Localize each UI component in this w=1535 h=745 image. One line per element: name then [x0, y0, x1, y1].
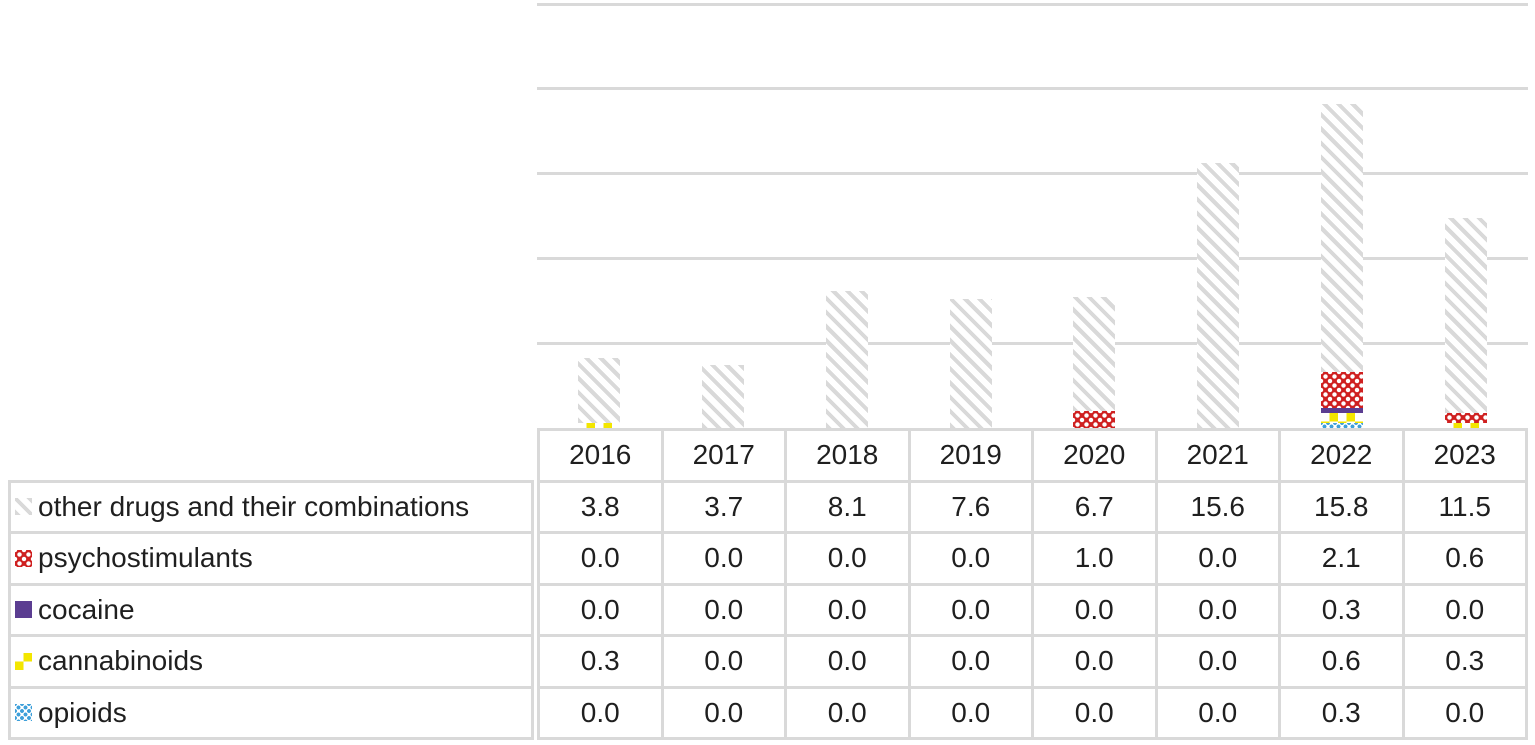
year-header-cell: 2018	[787, 431, 908, 480]
value-cell-2020: 0.0	[1034, 585, 1155, 634]
year-header-cell: 2019	[910, 431, 1031, 480]
legend-row-label: opioids	[11, 688, 531, 737]
bar-2022	[1321, 104, 1364, 428]
blue-dots-swatch-icon	[15, 704, 32, 722]
value-cell-2022: 0.3	[1281, 585, 1402, 634]
bar-segment-other	[1073, 297, 1116, 412]
plot-area	[537, 0, 1528, 428]
value-cell-2022: 15.8	[1281, 482, 1402, 531]
gridline	[537, 341, 1528, 345]
value-cell-2016: 3.8	[540, 482, 661, 531]
legend-label-text: other drugs and their combinations	[38, 490, 470, 522]
value-cell-2023: 11.5	[1404, 482, 1525, 531]
diagonal-stripe-swatch-icon	[15, 498, 32, 516]
value-cell-2018: 0.0	[787, 585, 908, 634]
gridline	[537, 2, 1528, 6]
year-header-cell: 2016	[540, 431, 661, 480]
value-cell-2023: 0.0	[1404, 688, 1525, 737]
value-cell-2018: 8.1	[787, 482, 908, 531]
value-cell-2016: 0.0	[540, 688, 661, 737]
legend-row-label: other drugs and their combinations	[11, 482, 531, 531]
bar-segment-psychostimulants	[1321, 372, 1364, 408]
purple-solid-swatch-icon	[15, 601, 32, 619]
value-cell-2018: 0.0	[787, 534, 908, 583]
bar-2020	[1073, 297, 1116, 428]
value-cell-2016: 0.3	[540, 637, 661, 686]
gridline	[537, 172, 1528, 176]
value-cell-2023: 0.6	[1404, 534, 1525, 583]
value-cell-2019: 0.0	[910, 534, 1031, 583]
value-cell-2017: 0.0	[663, 534, 784, 583]
data-table-values-grid: 2016 2017 2018 2019 2020 2021 2022 2023 3.8 3.7 8.…	[537, 428, 1528, 740]
value-cell-2018: 0.0	[787, 688, 908, 737]
value-cell-2021: 0.0	[1157, 637, 1278, 686]
legend-row-label: psychostimulants	[11, 534, 531, 583]
value-cell-2017: 0.0	[663, 585, 784, 634]
value-cell-2023: 0.0	[1404, 585, 1525, 634]
value-cell-2021: 0.0	[1157, 688, 1278, 737]
value-cell-2019: 7.6	[910, 482, 1031, 531]
year-header-cell: 2021	[1157, 431, 1278, 480]
value-cell-2020: 0.0	[1034, 637, 1155, 686]
bar-segment-cannabinoids	[1445, 422, 1488, 428]
bar-segment-other	[701, 365, 744, 428]
value-cell-2022: 2.1	[1281, 534, 1402, 583]
bar-segment-cannabinoids	[1321, 412, 1364, 423]
bar-segment-other	[1321, 104, 1364, 373]
year-header-cell: 2022	[1281, 431, 1402, 480]
value-cell-2022: 0.3	[1281, 688, 1402, 737]
bar-2016	[577, 358, 620, 428]
bar-segment-other	[825, 290, 868, 428]
bar-segment-cocaine	[1321, 407, 1364, 413]
value-cell-2019: 0.0	[910, 688, 1031, 737]
bar-segment-other	[949, 299, 992, 428]
legend-row-label: cannabinoids	[11, 637, 531, 686]
legend-row-label: cocaine	[11, 585, 531, 634]
value-cell-2016: 0.0	[540, 585, 661, 634]
value-cell-2016: 0.0	[540, 534, 661, 583]
value-cell-2021: 0.0	[1157, 585, 1278, 634]
year-header-cell: 2020	[1034, 431, 1155, 480]
value-cell-2021: 0.0	[1157, 534, 1278, 583]
yellow-checker-swatch-icon	[15, 652, 32, 670]
legend-label-text: psychostimulants	[38, 542, 253, 574]
bar-segment-other	[1445, 217, 1488, 413]
legend-label-text: opioids	[38, 696, 127, 728]
value-cell-2019: 0.0	[910, 637, 1031, 686]
gridline	[537, 87, 1528, 91]
value-cell-2023: 0.3	[1404, 637, 1525, 686]
value-cell-2022: 0.6	[1281, 637, 1402, 686]
bar-2018	[825, 290, 868, 428]
value-cell-2017: 3.7	[663, 482, 784, 531]
year-header-cell: 2017	[663, 431, 784, 480]
bar-segment-psychostimulants	[1445, 412, 1488, 423]
value-cell-2020: 6.7	[1034, 482, 1155, 531]
bar-segment-other	[1197, 163, 1240, 428]
value-cell-2020: 0.0	[1034, 688, 1155, 737]
value-cell-2017: 0.0	[663, 688, 784, 737]
red-checker-swatch-icon	[15, 549, 32, 567]
legend-label-text: cocaine	[38, 593, 135, 625]
value-cell-2019: 0.0	[910, 585, 1031, 634]
bar-segment-cannabinoids	[577, 422, 620, 428]
value-cell-2021: 15.6	[1157, 482, 1278, 531]
year-header-cell: 2023	[1404, 431, 1525, 480]
legend-label-text: cannabinoids	[38, 645, 204, 677]
bar-2019	[949, 299, 992, 428]
bar-2017	[701, 365, 744, 428]
value-cell-2020: 1.0	[1034, 534, 1155, 583]
value-cell-2018: 0.0	[787, 637, 908, 686]
bar-segment-other	[577, 358, 620, 423]
bar-2023	[1445, 217, 1488, 428]
bar-segment-psychostimulants	[1073, 411, 1116, 428]
gridline	[537, 256, 1528, 260]
bar-2021	[1197, 163, 1240, 428]
data-table-legend-labels: other drugs and their combinations psycho…	[8, 479, 534, 740]
value-cell-2017: 0.0	[663, 637, 784, 686]
bar-segment-opioids	[1321, 422, 1364, 428]
